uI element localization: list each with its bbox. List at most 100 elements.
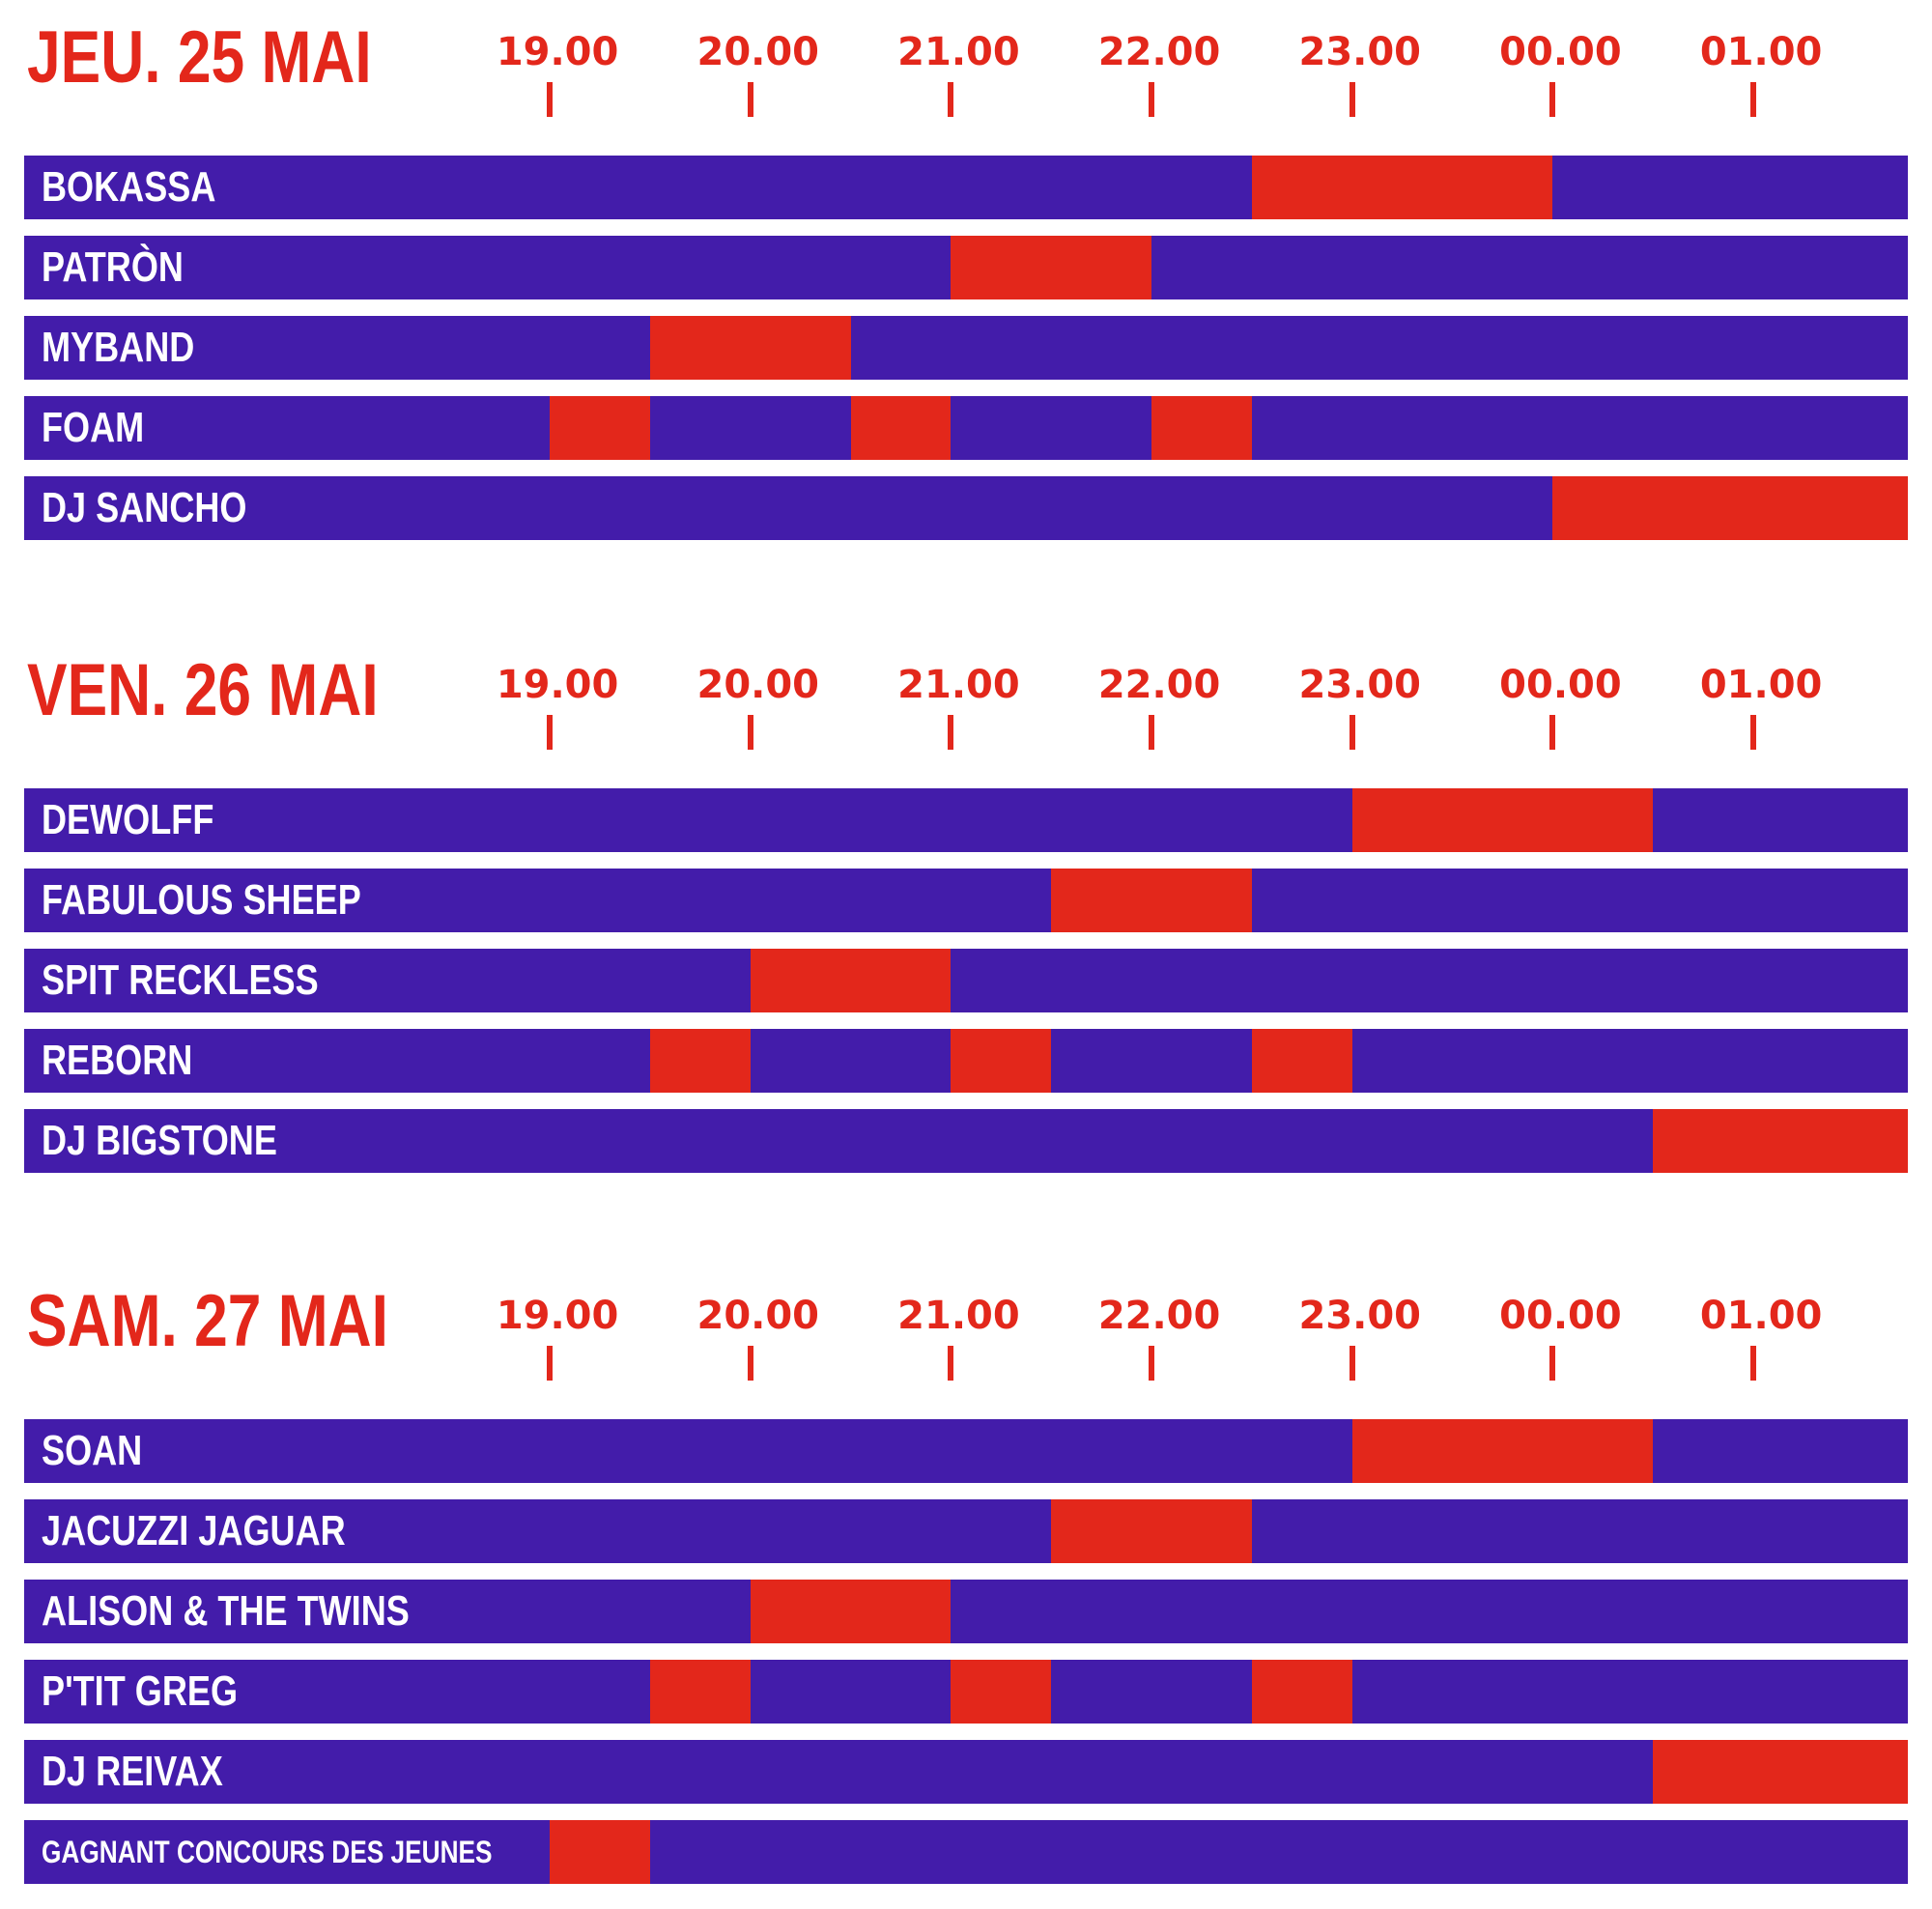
act-row: JACUZZI JAGUAR <box>24 1499 1908 1563</box>
time-tick-mark <box>1549 1346 1556 1381</box>
act-name: FABULOUS SHEEP <box>42 876 361 924</box>
performance-slot <box>1653 1109 1908 1173</box>
performance-slot <box>1051 1499 1252 1563</box>
time-tick-mark <box>1549 82 1556 117</box>
performance-slot <box>1151 396 1252 460</box>
time-tick-mark <box>1149 1346 1155 1381</box>
time-tick-mark <box>1549 715 1556 750</box>
time-tick-mark <box>1349 82 1355 117</box>
performance-slot <box>1351 1419 1654 1483</box>
time-tick-mark <box>1149 715 1155 750</box>
time-tick-mark <box>948 82 954 117</box>
time-tick-label: 00.00 <box>1499 663 1622 707</box>
time-tick-label: 23.00 <box>1298 663 1422 707</box>
time-tick-label: 23.00 <box>1298 30 1422 74</box>
act-row: PATRÒN <box>24 236 1908 299</box>
time-tick-label: 19.00 <box>496 663 619 707</box>
performance-slot <box>550 396 650 460</box>
time-tick-label: 01.00 <box>1699 1294 1823 1338</box>
time-tick-label: 20.00 <box>696 30 820 74</box>
performance-slot <box>649 1029 751 1093</box>
act-name: BOKASSA <box>42 163 216 211</box>
act-name: DJ SANCHO <box>42 484 247 531</box>
time-tick-label: 21.00 <box>897 663 1020 707</box>
time-tick-mark <box>1750 1346 1757 1381</box>
act-name: DJ REIVAX <box>42 1748 223 1795</box>
act-name: JACUZZI JAGUAR <box>42 1507 346 1554</box>
performance-slot <box>1653 1740 1908 1804</box>
act-row: REBORN <box>24 1029 1908 1093</box>
act-name: ALISON & THE TWINS <box>42 1587 410 1635</box>
act-row: DJ BIGSTONE <box>24 1109 1908 1173</box>
act-name: SOAN <box>42 1427 143 1474</box>
time-tick-mark <box>1750 715 1757 750</box>
time-tick-label: 22.00 <box>1097 30 1221 74</box>
performance-slot <box>550 1820 650 1884</box>
act-row: ALISON & THE TWINS <box>24 1580 1908 1643</box>
performance-slot <box>850 396 952 460</box>
time-tick-mark <box>547 715 554 750</box>
time-tick-label: 21.00 <box>897 30 1020 74</box>
performance-slot <box>649 1660 751 1724</box>
time-tick-label: 20.00 <box>696 1294 820 1338</box>
act-row: FABULOUS SHEEP <box>24 869 1908 932</box>
day-section: VEN. 26 MAI 19.00 20.00 21.00 22.00 23.00 00.0… <box>0 633 1932 1251</box>
time-tick-label: 19.00 <box>496 1294 619 1338</box>
performance-slot <box>1251 1660 1352 1724</box>
time-tick-label: 01.00 <box>1699 30 1823 74</box>
time-tick-label: 22.00 <box>1097 1294 1221 1338</box>
time-tick-label: 20.00 <box>696 663 820 707</box>
day-section: SAM. 27 MAI 19.00 20.00 21.00 22.00 23.00 00.0… <box>0 1264 1932 1884</box>
performance-slot <box>1351 788 1654 852</box>
performance-slot <box>951 1660 1052 1724</box>
time-tick-mark <box>747 82 753 117</box>
time-tick-label: 00.00 <box>1499 1294 1622 1338</box>
act-name: SPIT RECKLESS <box>42 956 319 1004</box>
act-name: DJ BIGSTONE <box>42 1117 277 1164</box>
act-row: MYBAND <box>24 316 1908 380</box>
performance-slot <box>1051 869 1252 932</box>
act-name: P'TIT GREG <box>42 1667 239 1715</box>
time-tick-mark <box>948 715 954 750</box>
act-name: PATRÒN <box>42 243 184 291</box>
time-tick-mark <box>1750 82 1757 117</box>
performance-slot <box>951 1029 1052 1093</box>
day-title: JEU. 25 MAI <box>27 16 372 99</box>
time-tick-label: 00.00 <box>1499 30 1622 74</box>
performance-slot <box>1251 156 1553 219</box>
day-title: VEN. 26 MAI <box>27 649 379 731</box>
act-row: SOAN <box>24 1419 1908 1483</box>
performance-slot <box>750 949 952 1012</box>
time-tick-label: 23.00 <box>1298 1294 1422 1338</box>
act-row: DEWOLFF <box>24 788 1908 852</box>
time-tick-mark <box>547 82 554 117</box>
time-tick-mark <box>747 1346 753 1381</box>
act-name: MYBAND <box>42 324 195 371</box>
performance-slot <box>951 236 1152 299</box>
act-row: DJ REIVAX <box>24 1740 1908 1804</box>
act-name: FOAM <box>42 404 145 451</box>
performance-slot <box>1552 476 1908 540</box>
time-tick-label: 19.00 <box>496 30 619 74</box>
time-tick-label: 22.00 <box>1097 663 1221 707</box>
act-row: DJ SANCHO <box>24 476 1908 540</box>
performance-slot <box>649 316 851 380</box>
performance-slot <box>750 1580 952 1643</box>
time-tick-label: 21.00 <box>897 1294 1020 1338</box>
day-section: JEU. 25 MAI 19.00 20.00 21.00 22.00 23.00 00.0… <box>0 0 1932 618</box>
day-title: SAM. 27 MAI <box>27 1280 388 1362</box>
act-name: DEWOLFF <box>42 796 214 843</box>
act-name: GAGNANT CONCOURS DES JEUNES <box>42 1835 493 1869</box>
act-row: SPIT RECKLESS <box>24 949 1908 1012</box>
act-row: BOKASSA <box>24 156 1908 219</box>
time-tick-mark <box>747 715 753 750</box>
time-tick-mark <box>948 1346 954 1381</box>
act-row: P'TIT GREG <box>24 1660 1908 1724</box>
time-tick-mark <box>1349 715 1355 750</box>
act-row: FOAM <box>24 396 1908 460</box>
act-row: GAGNANT CONCOURS DES JEUNES <box>24 1820 1908 1884</box>
time-tick-label: 01.00 <box>1699 663 1823 707</box>
act-name: REBORN <box>42 1037 193 1084</box>
time-tick-mark <box>1349 1346 1355 1381</box>
performance-slot <box>1251 1029 1352 1093</box>
